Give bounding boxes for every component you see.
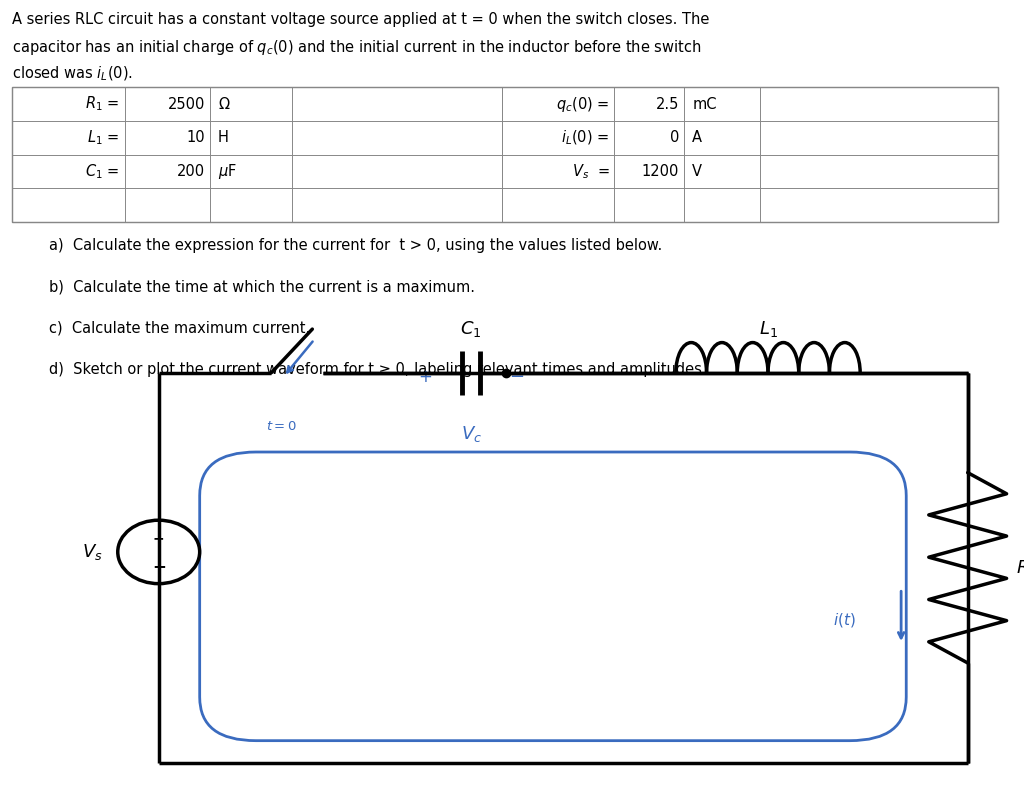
Text: 2.5: 2.5 [655,97,679,112]
Text: mC: mC [692,97,717,112]
Text: $\mu$F: $\mu$F [218,162,238,181]
Text: +: + [418,368,432,385]
Text: b)  Calculate the time at which the current is a maximum.: b) Calculate the time at which the curre… [49,279,475,294]
Text: A: A [692,130,702,145]
Text: 200: 200 [177,164,205,179]
Text: +: + [153,532,165,546]
Text: H: H [218,130,229,145]
Text: A series RLC circuit has a constant voltage source applied at t = 0 when the swi: A series RLC circuit has a constant volt… [12,12,710,27]
Text: $V_c$: $V_c$ [461,424,481,444]
Text: $i(t)$: $i(t)$ [834,611,856,629]
Text: 1200: 1200 [642,164,679,179]
Text: $R_1$ =: $R_1$ = [85,94,120,113]
Text: $\Omega$: $\Omega$ [218,96,230,112]
Text: $C_1$ =: $C_1$ = [85,162,120,181]
Text: $t = 0$: $t = 0$ [266,420,297,433]
Text: $V_s$  =: $V_s$ = [571,162,609,181]
Text: $q_c$(0) =: $q_c$(0) = [556,94,609,113]
Text: $L_1$: $L_1$ [759,320,777,339]
Text: $C_1$: $C_1$ [461,320,481,339]
Text: $L_1$ =: $L_1$ = [87,128,120,147]
Text: c)  Calculate the maximum current.: c) Calculate the maximum current. [49,320,310,335]
Text: $V_s$: $V_s$ [82,542,102,562]
Text: capacitor has an initial charge of $q_c$(0) and the initial current in the induc: capacitor has an initial charge of $q_c$… [12,38,701,57]
Bar [12,87,998,222]
Text: −: − [152,557,166,575]
Text: $i_L$(0) =: $i_L$(0) = [561,128,609,147]
Text: V: V [692,164,702,179]
Text: 10: 10 [186,130,205,145]
Text: closed was $i_L$(0).: closed was $i_L$(0). [12,64,133,82]
Text: 0: 0 [670,130,679,145]
Text: 2500: 2500 [168,97,205,112]
Text: $R_1$: $R_1$ [1017,557,1024,578]
Text: d)  Sketch or plot the current waveform for t ≥ 0, labeling relevant times and a: d) Sketch or plot the current waveform f… [49,362,707,377]
Text: a)  Calculate the expression for the current for  t > 0, using the values listed: a) Calculate the expression for the curr… [49,238,663,253]
Text: −: − [510,368,524,385]
